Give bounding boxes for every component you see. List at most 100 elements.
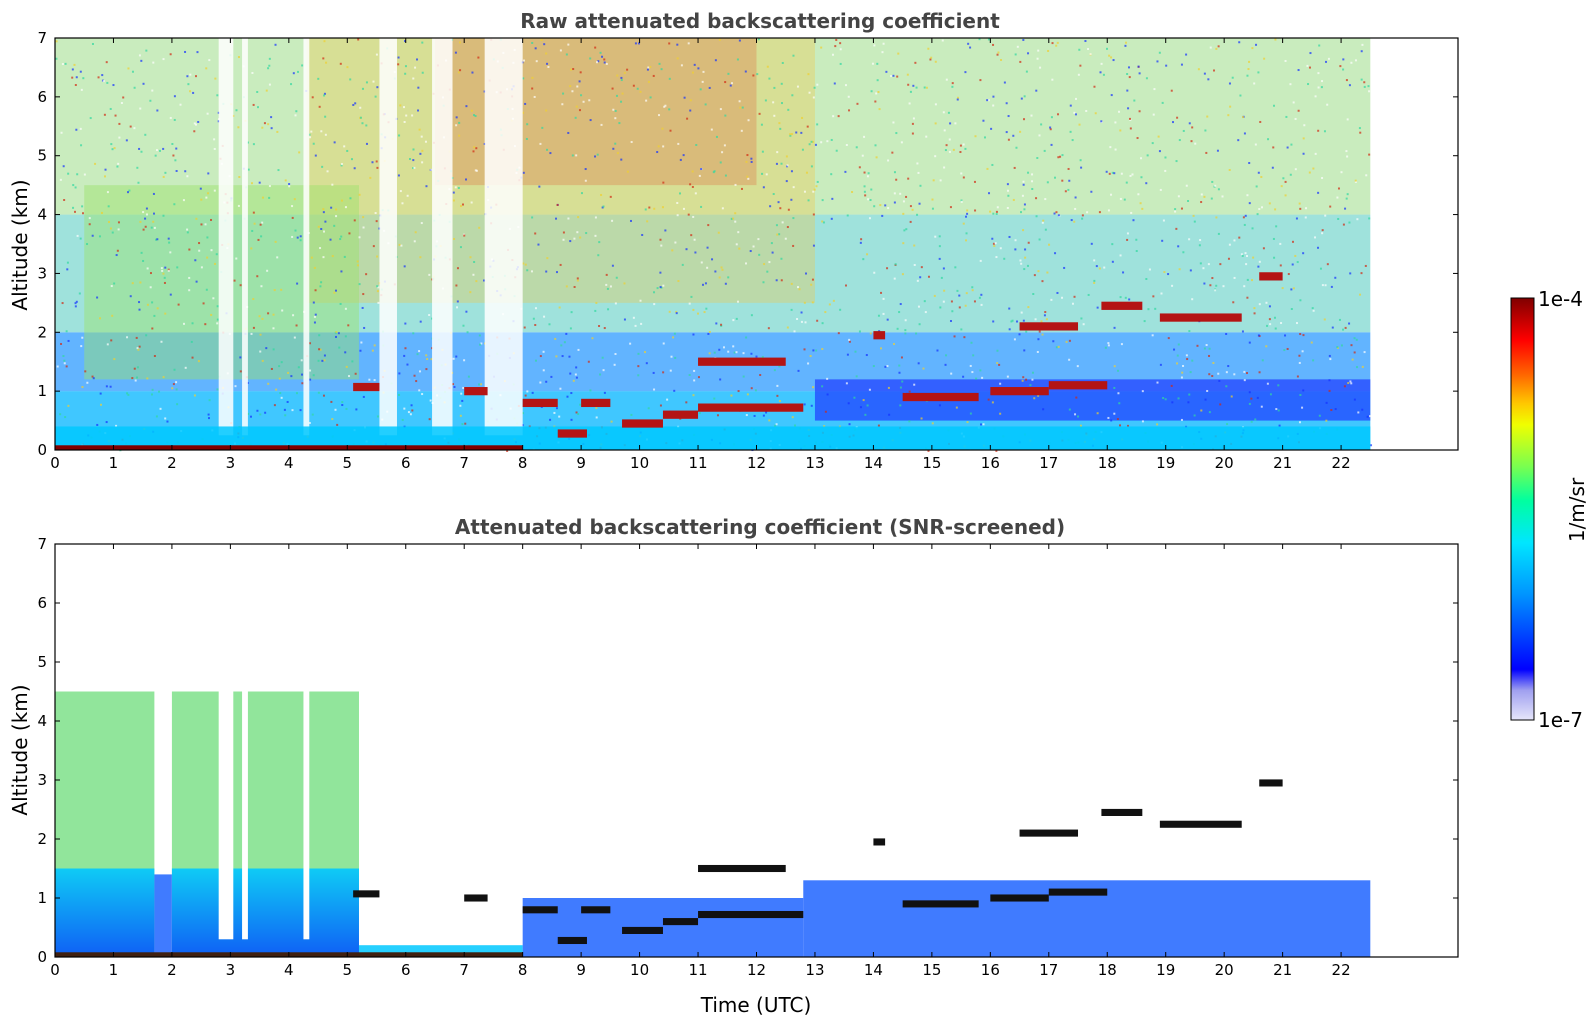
raw-noise-speckle [1346,118,1349,121]
raw-noise-speckle [1138,72,1141,75]
raw-noise-speckle [162,147,165,150]
raw-noise-speckle [1286,146,1289,149]
raw-noise-speckle [1253,307,1256,310]
raw-noise-speckle [699,88,702,91]
raw-noise-speckle [1118,110,1121,113]
raw-noise-speckle [171,142,174,145]
screened-clear-column [303,662,310,940]
raw-noise-speckle [1273,316,1276,319]
raw-noise-speckle [555,355,558,358]
raw-noise-speckle [1117,392,1120,395]
raw-noise-speckle [1022,180,1025,183]
raw-noise-speckle [418,350,421,353]
raw-noise-speckle [403,354,406,357]
raw-noise-speckle [1297,109,1300,112]
raw-noise-speckle [653,207,656,210]
raw-noise-speckle [821,385,824,388]
raw-noise-speckle [660,68,663,71]
raw-noise-speckle [198,242,201,245]
raw-noise-speckle [969,412,972,415]
x-tick-label: 8 [518,454,528,472]
raw-noise-speckle [796,286,799,289]
raw-noise-speckle [1051,78,1054,81]
raw-noise-speckle [1056,41,1059,44]
raw-noise-speckle [599,51,602,54]
raw-noise-speckle [204,323,207,326]
raw-noise-speckle [1241,254,1244,257]
raw-noise-speckle [652,74,655,77]
raw-noise-speckle [912,117,915,120]
raw-noise-speckle [673,332,676,335]
raw-noise-speckle [152,192,155,195]
raw-noise-speckle [340,235,343,238]
raw-noise-speckle [765,173,768,176]
raw-noise-speckle [295,110,298,113]
raw-noise-speckle [1255,43,1258,46]
raw-noise-speckle [1071,302,1074,305]
raw-noise-speckle [297,70,300,73]
raw-noise-speckle [1120,343,1123,346]
raw-noise-speckle [1077,73,1080,76]
raw-noise-speckle [320,227,323,230]
raw-noise-speckle [1041,333,1044,336]
raw-noise-speckle [1209,284,1212,287]
raw-noise-speckle [188,289,191,292]
raw-noise-speckle [412,332,415,335]
raw-noise-speckle [738,247,741,250]
raw-noise-speckle [998,363,1001,366]
raw-noise-speckle [1110,193,1113,196]
raw-noise-speckle [541,126,544,129]
raw-noise-speckle [1233,276,1236,279]
raw-noise-speckle [373,379,376,382]
raw-noise-speckle [1038,134,1041,137]
raw-noise-speckle [570,311,573,314]
raw-noise-speckle [1006,206,1009,209]
x-tick-label: 18 [1098,454,1117,472]
raw-noise-speckle [1328,379,1331,382]
raw-noise-speckle [1287,273,1290,276]
raw-noise-speckle [1003,81,1006,84]
raw-noise-speckle [1087,48,1090,51]
raw-noise-speckle [459,246,462,249]
raw-noise-speckle [570,392,573,395]
raw-noise-speckle [268,83,271,86]
raw-noise-speckle [1161,239,1164,242]
raw-noise-speckle [459,41,462,44]
raw-noise-speckle [886,267,889,270]
raw-noise-speckle [730,217,733,220]
raw-noise-speckle [835,38,838,41]
raw-noise-speckle [287,371,290,374]
raw-noise-speckle [821,199,824,202]
raw-noise-speckle [1023,203,1026,206]
raw-noise-speckle [469,291,472,294]
raw-noise-speckle [146,303,149,306]
raw-noise-speckle [259,350,262,353]
raw-noise-speckle [821,220,824,223]
raw-noise-speckle [188,276,191,279]
raw-noise-speckle [1294,254,1297,257]
raw-noise-speckle [483,279,486,282]
raw-noise-speckle [692,333,695,336]
raw-noise-speckle [826,377,829,380]
raw-noise-speckle [112,84,115,87]
raw-noise-speckle [702,70,705,73]
raw-noise-speckle [1188,330,1191,333]
raw-noise-speckle [246,141,249,144]
raw-noise-speckle [88,223,91,226]
raw-noise-speckle [145,49,148,52]
raw-noise-speckle [1320,86,1323,89]
raw-noise-speckle [1185,184,1188,187]
raw-noise-speckle [558,306,561,309]
raw-noise-speckle [979,79,982,82]
raw-noise-speckle [73,63,76,66]
raw-noise-speckle [594,46,597,49]
raw-noise-speckle [1042,408,1045,411]
raw-noise-speckle [1243,285,1246,288]
raw-noise-speckle [803,301,806,304]
raw-noise-speckle [1023,349,1026,352]
raw-noise-speckle [314,313,317,316]
raw-noise-speckle [268,185,271,188]
raw-noise-speckle [1069,130,1072,133]
raw-noise-speckle [356,264,359,267]
x-tick-label: 9 [576,961,586,979]
